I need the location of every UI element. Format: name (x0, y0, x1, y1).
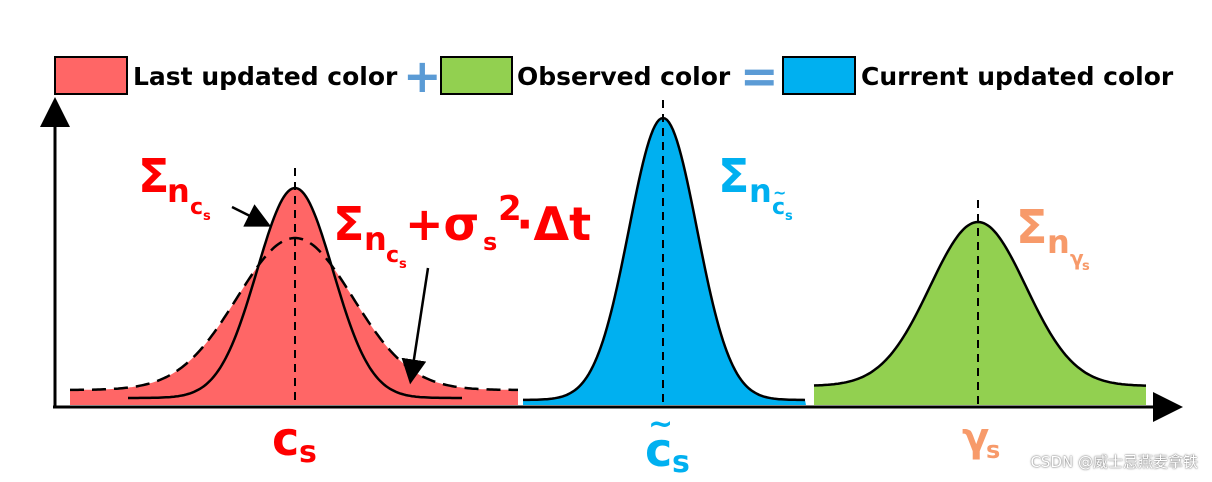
svg-text:c: c (272, 412, 299, 466)
svg-text:s: s (1082, 259, 1090, 274)
legend-label-observed: Observed color (517, 62, 731, 91)
svg-text:s: s (986, 436, 1000, 464)
svg-text:s: s (299, 435, 317, 470)
svg-text:s: s (672, 445, 690, 480)
svg-text:2: 2 (498, 189, 522, 229)
svg-text:~: ~ (773, 183, 786, 202)
legend-label-last: Last updated color (133, 62, 398, 91)
svg-text:c: c (386, 243, 399, 268)
curve-current-fill (523, 118, 806, 405)
svg-text:γ: γ (1070, 246, 1084, 270)
x-label-gamma-s: γ s (962, 415, 1000, 464)
x-label-cs: c s (272, 412, 317, 470)
svg-text:n: n (1047, 223, 1070, 261)
svg-text:+σ: +σ (405, 197, 479, 251)
svg-text:s: s (203, 209, 211, 224)
label-sigma-n-cs-top: Σ n c s (138, 149, 211, 224)
svg-text:γ: γ (962, 415, 989, 461)
svg-text:~: ~ (648, 407, 673, 442)
curve-observed (813, 220, 1146, 387)
label-sigma-n-ctilde: Σ n ~ c s (718, 149, 793, 224)
svg-text:s: s (483, 228, 497, 256)
arrow-to-wide-curve (401, 267, 430, 385)
legend-label-current: Current updated color (861, 62, 1174, 91)
watermark: CSDN @威士忌燕麦拿铁 (1030, 453, 1198, 471)
svg-text:Σ: Σ (1016, 200, 1047, 254)
legend-swatch-last (54, 56, 128, 95)
svg-text:Σ: Σ (718, 149, 749, 203)
svg-text:n: n (364, 220, 387, 258)
svg-text:n: n (749, 172, 772, 210)
arrow-to-peak (231, 204, 272, 227)
legend-swatch-current (782, 56, 856, 95)
legend-swatch-observed (440, 56, 513, 95)
svg-text:·Δt: ·Δt (516, 197, 591, 251)
svg-text:Σ: Σ (333, 197, 364, 251)
equals-sign: = (740, 49, 779, 103)
label-sigma-n-gamma: Σ n γ s (1016, 200, 1090, 274)
x-label-ctilde-s: ~ c s (645, 407, 690, 480)
svg-text:c: c (772, 195, 785, 220)
label-sigma-plus-noise: Σ n c s +σ s 2 ·Δt (333, 189, 591, 272)
svg-text:c: c (645, 423, 672, 477)
svg-text:s: s (399, 257, 407, 272)
svg-text:Σ: Σ (138, 149, 169, 203)
plus-sign: + (403, 49, 442, 103)
svg-text:c: c (190, 195, 203, 220)
curve-observed-fill (814, 222, 1146, 405)
svg-text:s: s (785, 209, 793, 224)
svg-text:n: n (167, 172, 190, 210)
